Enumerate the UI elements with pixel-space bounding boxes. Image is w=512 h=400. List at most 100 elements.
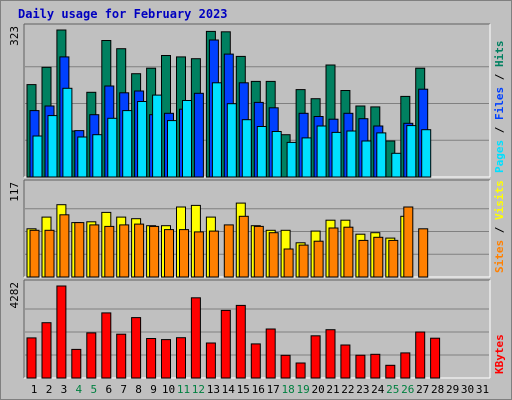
- bar-pages-day-20: [316, 125, 327, 178]
- bar-sites-day-11: [179, 229, 189, 278]
- x-tick-label-day-20: 20: [311, 383, 324, 396]
- bar-sites-day-27: [418, 228, 429, 278]
- x-tick-label-day-2: 2: [46, 383, 53, 396]
- x-tick-label-day-29: 29: [446, 383, 459, 396]
- bar-sites-day-19: [298, 244, 309, 278]
- x-tick-label-day-4: 4: [75, 383, 82, 396]
- bar-sites-day-6: [104, 225, 115, 278]
- bar-kbytes-day-1: [26, 337, 37, 379]
- x-tick-label-day-15: 15: [237, 383, 250, 396]
- bar-pages-day-17: [271, 131, 282, 178]
- x-tick-label-day-1: 1: [31, 383, 38, 396]
- bar-pages-day-18: [286, 141, 297, 178]
- bar-pages-day-15: [241, 119, 252, 178]
- x-tick-label-day-13: 13: [207, 383, 220, 396]
- bar-kbytes-day-14: [220, 309, 231, 379]
- bar-kbytes-day-6: [101, 312, 112, 379]
- bar-kbytes-day-16: [250, 343, 261, 379]
- bar-sites-day-14: [223, 224, 234, 278]
- x-tick-label-day-7: 7: [120, 383, 127, 396]
- bar-sites-day-22: [343, 226, 354, 278]
- bar-pages-day-26: [406, 125, 417, 178]
- bar-sites-day-4: [74, 222, 85, 278]
- bar-pages-day-27: [421, 129, 432, 178]
- x-tick-label-day-18: 18: [281, 383, 294, 396]
- bar-pages-day-4: [77, 136, 88, 178]
- x-tick-label-day-31: 31: [476, 383, 489, 396]
- bar-sites-day-10: [164, 229, 174, 278]
- x-tick-label-day-22: 22: [341, 383, 354, 396]
- legend-top: Pages / Files / Hits: [493, 41, 506, 174]
- bar-pages-day-23: [361, 140, 372, 178]
- bar-kbytes-day-18: [280, 354, 291, 379]
- bar-sites-day-24: [373, 236, 384, 278]
- bar-pages-day-7: [122, 110, 133, 178]
- x-tick-label-day-28: 28: [431, 383, 444, 396]
- bar-sites-day-25: [388, 239, 399, 278]
- bar-sites-day-20: [313, 240, 324, 278]
- x-tick-label-day-25: 25: [386, 383, 399, 396]
- panel-middle: 117 Sites / Visits: [8, 179, 506, 278]
- bar-kbytes-day-9: [146, 338, 157, 379]
- x-tick-label-day-12: 12: [192, 383, 205, 396]
- y-max-label-middle: 117: [8, 182, 21, 202]
- bar-sites-day-16: [253, 225, 264, 278]
- x-tick-label-day-3: 3: [61, 383, 68, 396]
- bar-pages-day-22: [346, 130, 357, 178]
- bar-sites-day-26: [403, 206, 414, 278]
- bar-kbytes-day-25: [385, 364, 396, 379]
- bar-sites-day-3: [59, 214, 70, 278]
- bar-kbytes-day-5: [86, 332, 97, 379]
- x-tick-label-day-8: 8: [135, 383, 142, 396]
- bar-kbytes-day-20: [310, 335, 321, 379]
- bar-kbytes-day-26: [400, 352, 411, 379]
- bar-kbytes-day-15: [235, 304, 246, 379]
- bar-pages-day-10: [167, 120, 177, 178]
- bar-pages-day-2: [47, 115, 58, 178]
- y-max-label-bottom: 4282: [8, 282, 21, 309]
- bar-sites-day-18: [283, 248, 294, 278]
- bar-kbytes-day-19: [295, 362, 306, 379]
- panel-bottom: 4282 KBytes: [8, 279, 506, 379]
- chart-title: Daily usage for February 2023: [18, 7, 228, 21]
- x-tick-label-day-10: 10: [162, 383, 175, 396]
- bar-pages-day-19: [301, 137, 312, 178]
- bar-pages-day-9: [152, 94, 163, 178]
- bar-kbytes-day-24: [370, 353, 381, 379]
- legend-part-middle-1: /: [493, 220, 506, 240]
- x-tick-label-day-5: 5: [90, 383, 97, 396]
- bar-pages-day-16: [256, 126, 267, 178]
- legend-part-top-2: Files: [493, 87, 506, 120]
- bar-pages-day-24: [376, 132, 387, 178]
- x-tick-label-day-24: 24: [371, 383, 385, 396]
- x-tick-label-day-6: 6: [105, 383, 112, 396]
- x-tick-label-day-14: 14: [222, 383, 236, 396]
- x-tick-label-day-27: 27: [416, 383, 429, 396]
- bar-pages-day-8: [137, 101, 148, 178]
- bar-kbytes-day-4: [71, 348, 82, 379]
- bar-pages-day-6: [107, 117, 118, 178]
- x-tick-label-day-17: 17: [267, 383, 280, 396]
- bar-kbytes-day-13: [205, 342, 216, 379]
- x-tick-label-day-19: 19: [296, 383, 309, 396]
- bar-pages-day-13: [211, 82, 222, 178]
- x-tick-label-day-30: 30: [461, 383, 474, 396]
- x-tick-label-day-23: 23: [356, 383, 369, 396]
- x-tick-label-day-26: 26: [401, 383, 414, 396]
- x-tick-label-day-9: 9: [150, 383, 157, 396]
- bar-pages-day-14: [226, 103, 237, 178]
- bar-sites-day-15: [238, 215, 249, 278]
- bar-kbytes-day-28: [430, 337, 441, 379]
- legend-part-top-4: Hits: [493, 41, 506, 68]
- bar-files-day-12: [193, 92, 204, 178]
- bar-kbytes-day-10: [161, 339, 171, 379]
- panel-top: 323 Pages / Files / Hits: [8, 23, 506, 178]
- bar-kbytes-day-2: [41, 322, 52, 379]
- bar-sites-day-5: [89, 224, 100, 278]
- bar-kbytes-day-12: [190, 297, 201, 379]
- bar-sites-day-17: [268, 232, 279, 278]
- bar-kbytes-day-22: [340, 344, 351, 379]
- bar-kbytes-day-11: [176, 337, 186, 379]
- x-tick-label-day-11: 11: [177, 383, 190, 396]
- bar-sites-day-7: [119, 224, 130, 278]
